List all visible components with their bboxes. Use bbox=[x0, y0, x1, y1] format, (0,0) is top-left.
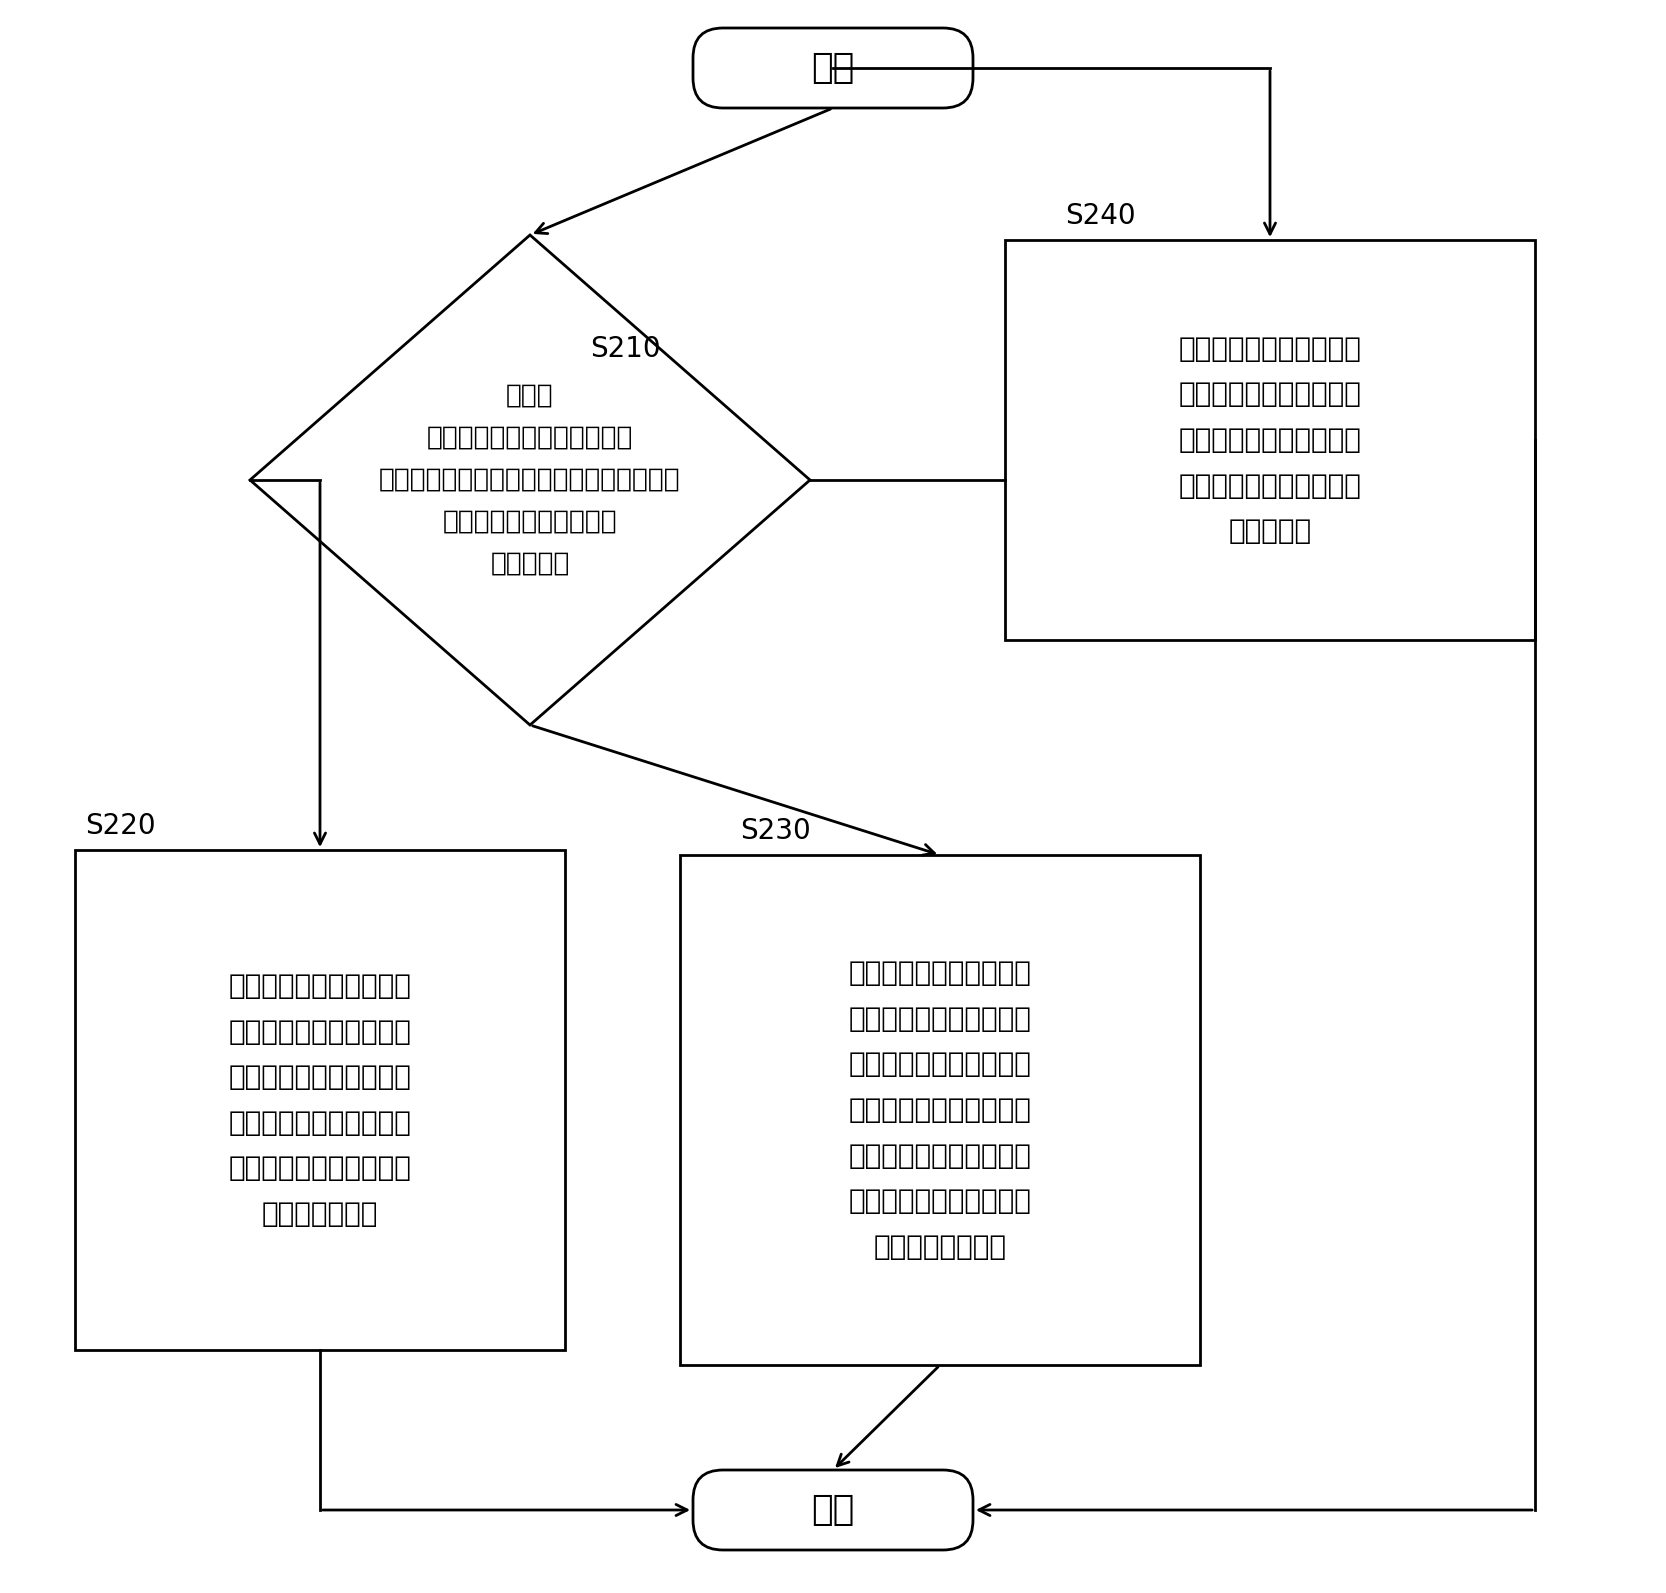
Text: S230: S230 bbox=[740, 817, 811, 844]
Bar bbox=[1005, 241, 1534, 640]
Polygon shape bbox=[250, 236, 810, 725]
Text: 开始: 开始 bbox=[811, 51, 855, 84]
Text: 响应于确定所述请求对应
的身份类型为所述虚拟人
身份，通过所述分布式数
字身份创建接口，根据所
述虚拟人身份对应的真人
身份的分布式数字身份创
建分布式数字身份: 响应于确定所述请求对应 的身份类型为所述虚拟人 身份，通过所述分布式数 字身份创… bbox=[848, 959, 1031, 1260]
Bar bbox=[680, 855, 1200, 1365]
Text: 响应于
创建分布式数字身份的请求，
确定所述请求对应的身份类型；其中，所述
身份类型包括真人身份和
虚拟人身份: 响应于 创建分布式数字身份的请求， 确定所述请求对应的身份类型；其中，所述 身份… bbox=[380, 382, 681, 577]
Text: 响应于确定所述请求对应
的身份类型为所述真人身
份，通过分布式数字身份
创建接口，根据所述真人
身份的真实身份信息创建
分布式数字身份: 响应于确定所述请求对应 的身份类型为所述真人身 份，通过分布式数字身份 创建接口… bbox=[228, 972, 412, 1228]
FancyBboxPatch shape bbox=[693, 1470, 973, 1550]
Text: S220: S220 bbox=[85, 812, 155, 840]
Text: S210: S210 bbox=[590, 335, 661, 363]
Text: 响应于查询目标分布式数
字身份对应的所述身份类
型的请求，输出所述目标
分布式数字身份对应的所
述身份类型: 响应于查询目标分布式数 字身份对应的所述身份类 型的请求，输出所述目标 分布式数… bbox=[1178, 335, 1361, 545]
Text: S240: S240 bbox=[1065, 202, 1136, 229]
FancyBboxPatch shape bbox=[693, 29, 973, 108]
Text: 结束: 结束 bbox=[811, 1493, 855, 1528]
Bar bbox=[75, 851, 565, 1349]
